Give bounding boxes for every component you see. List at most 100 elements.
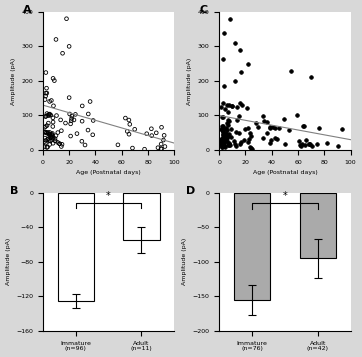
Point — [227, 142, 233, 147]
Point — [90, 118, 96, 124]
Point — [68, 133, 73, 139]
Point — [43, 140, 49, 146]
Point — [222, 142, 227, 147]
Point — [130, 145, 135, 151]
Point — [48, 112, 54, 118]
Point — [302, 142, 307, 148]
Point — [42, 129, 48, 135]
Point — [223, 2, 228, 8]
Point — [224, 102, 230, 107]
Point — [218, 126, 224, 132]
Point — [158, 146, 164, 151]
Point — [236, 114, 242, 119]
Point — [224, 133, 230, 139]
Point — [43, 124, 49, 129]
Point — [52, 136, 58, 141]
Point — [220, 114, 226, 120]
Point — [302, 123, 307, 129]
Point — [219, 124, 225, 129]
Point — [50, 140, 56, 146]
Point — [286, 127, 292, 133]
Point — [218, 137, 224, 143]
Point — [316, 125, 322, 131]
Point — [219, 144, 224, 150]
Point — [245, 61, 251, 66]
Point — [222, 137, 227, 142]
Point — [53, 37, 59, 42]
Point — [44, 145, 50, 150]
Point — [51, 78, 57, 84]
Point — [222, 136, 228, 142]
Point — [74, 131, 80, 136]
Point — [48, 135, 54, 140]
Point — [42, 139, 47, 145]
Point — [281, 116, 287, 122]
Point — [155, 145, 161, 151]
Point — [42, 97, 48, 102]
Point — [226, 141, 232, 147]
Point — [219, 145, 224, 150]
Point — [222, 139, 227, 144]
Point — [225, 142, 231, 148]
Y-axis label: Amplitude (pA): Amplitude (pA) — [182, 238, 187, 286]
Point — [308, 75, 314, 80]
Point — [42, 129, 47, 135]
Point — [220, 132, 226, 138]
Point — [59, 141, 65, 147]
Point — [47, 131, 53, 137]
Point — [231, 139, 237, 144]
Point — [159, 125, 164, 130]
Point — [220, 137, 226, 143]
Point — [44, 90, 50, 96]
Point — [43, 90, 49, 96]
Point — [260, 113, 266, 119]
Point — [115, 142, 121, 148]
Point — [242, 126, 248, 132]
Point — [153, 130, 159, 136]
Point — [44, 85, 50, 91]
Point — [44, 111, 50, 116]
Point — [267, 126, 273, 131]
Point — [218, 136, 224, 141]
Point — [227, 16, 232, 21]
Text: D: D — [186, 186, 195, 196]
Point — [223, 134, 229, 140]
Point — [49, 131, 55, 137]
Point — [223, 107, 228, 112]
Point — [223, 135, 228, 141]
Point — [222, 139, 227, 144]
Point — [246, 136, 252, 142]
Point — [47, 138, 53, 144]
Point — [248, 133, 254, 139]
Bar — [300, 193, 336, 258]
Point — [50, 115, 56, 121]
Point — [264, 119, 270, 125]
Point — [299, 141, 305, 147]
Point — [221, 143, 227, 149]
Point — [222, 133, 227, 139]
Point — [218, 139, 224, 145]
Point — [47, 130, 52, 135]
Point — [219, 127, 225, 132]
Point — [224, 127, 230, 132]
Point — [221, 30, 227, 36]
Point — [223, 125, 229, 131]
Point — [226, 102, 232, 107]
Point — [66, 44, 72, 49]
Point — [43, 70, 49, 75]
Y-axis label: Amplitude (pA): Amplitude (pA) — [11, 57, 16, 105]
Point — [148, 126, 154, 132]
Point — [132, 126, 138, 132]
Point — [248, 146, 254, 151]
Bar — [58, 193, 94, 301]
Point — [57, 141, 63, 147]
Point — [267, 125, 273, 130]
Y-axis label: Amplitude (pA): Amplitude (pA) — [5, 238, 10, 286]
Point — [221, 83, 227, 89]
Point — [239, 102, 245, 108]
Point — [79, 118, 85, 124]
Point — [41, 144, 47, 150]
Point — [67, 111, 72, 117]
Point — [52, 138, 58, 144]
Point — [229, 103, 235, 109]
